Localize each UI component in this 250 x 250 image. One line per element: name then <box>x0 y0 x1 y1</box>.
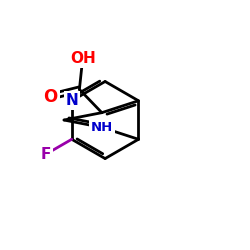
Text: O: O <box>43 88 58 106</box>
Text: NH: NH <box>91 121 113 134</box>
Text: N: N <box>65 93 78 108</box>
Text: F: F <box>41 147 51 162</box>
Text: OH: OH <box>70 51 96 66</box>
